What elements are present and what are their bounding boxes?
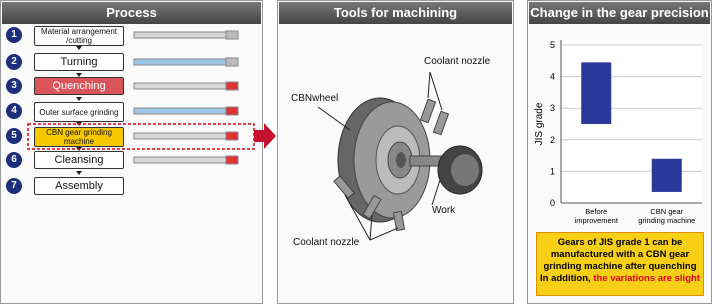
shaft-end	[225, 81, 239, 91]
panel-title: Change in the gear precision	[529, 2, 710, 24]
shaft	[133, 107, 239, 115]
shaft	[133, 58, 239, 66]
x-tick-label: CBN gear grinding machine	[638, 207, 696, 225]
step-arrow	[76, 97, 82, 101]
machine-illustration	[317, 71, 483, 241]
y-tick-label: 3	[550, 103, 555, 113]
y-tick-label: 0	[550, 198, 555, 208]
y-tick-label: 5	[550, 40, 555, 50]
step-number: 4	[6, 103, 22, 119]
panel-title: Tools for machining	[279, 2, 512, 24]
y-tick-label: 1	[550, 166, 555, 176]
shaft-end	[225, 155, 239, 165]
step-number: 7	[6, 178, 22, 194]
step-number: 3	[6, 78, 22, 94]
shaft	[133, 156, 239, 164]
step-number: 2	[6, 54, 22, 70]
step-number: 5	[6, 128, 22, 144]
note: Gears of JIS grade 1 can be manufactured…	[536, 232, 704, 296]
step-arrow	[76, 46, 82, 50]
bar	[651, 158, 682, 192]
note-text: Gears of JIS grade 1 can be manufactured…	[540, 237, 697, 284]
shaft	[133, 31, 239, 39]
y-tick-label: 4	[550, 72, 555, 82]
shaft-end	[225, 106, 239, 116]
step-box: CBN gear grinding machine	[34, 127, 124, 147]
callout: Coolant nozzle	[293, 237, 360, 248]
shaft	[133, 132, 239, 140]
note-highlight: the variations are slight	[593, 273, 700, 284]
step-box: Outer surface grinding	[34, 102, 124, 122]
step-box: Material arrangement /cutting	[34, 26, 124, 46]
y-tick-label: 2	[550, 135, 555, 145]
shaft-end	[225, 30, 239, 40]
x-tick-label: Before improvement	[574, 207, 618, 225]
panel-title: Process	[2, 2, 261, 24]
y-axis-label: JIS grade	[534, 102, 545, 145]
highlight-frame	[27, 123, 255, 150]
step-arrow	[76, 73, 82, 77]
step-box: Assembly	[34, 177, 124, 195]
step-number: 1	[6, 27, 22, 43]
step-box: Quenching	[34, 77, 124, 95]
bar	[581, 62, 612, 124]
step-number: 6	[6, 152, 22, 168]
step-box: Turning	[34, 53, 124, 71]
step-arrow	[76, 171, 82, 175]
step-box: Cleansing	[34, 151, 124, 169]
callout: Work	[432, 205, 456, 216]
flow-arrow	[254, 123, 276, 149]
shaft-end	[225, 131, 239, 141]
callout: Coolant nozzle	[424, 56, 491, 67]
shaft-end	[225, 57, 239, 67]
callout: CBNwheel	[291, 93, 339, 104]
shaft	[133, 82, 239, 90]
